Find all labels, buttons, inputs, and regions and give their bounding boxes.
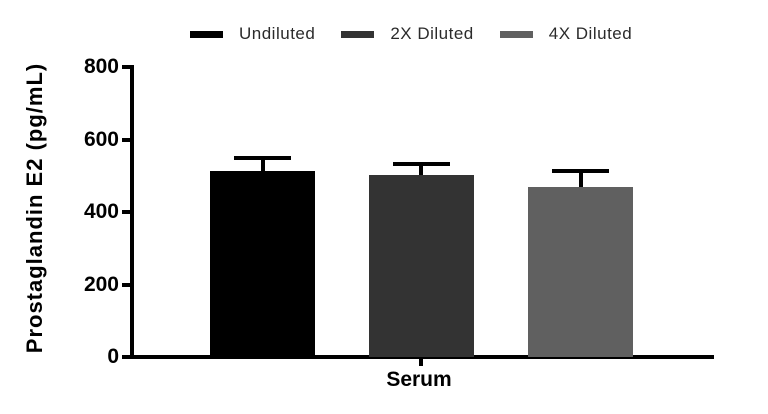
y-tick-mark [122, 65, 131, 69]
error-bar-cap-2x-diluted [392, 162, 450, 167]
error-bar-cap-4x-diluted [552, 168, 609, 173]
x-tick-mark [419, 359, 423, 366]
legend-item-4x-diluted: 4X Diluted [499, 24, 633, 44]
y-axis-line [130, 65, 134, 359]
y-tick-label: 600 [83, 127, 119, 151]
bar-undiluted [210, 171, 315, 357]
y-tick-label: 800 [83, 55, 119, 78]
legend-item-2x-diluted: 2X Diluted [341, 24, 473, 44]
legend-item-undiluted: Undiluted [190, 24, 315, 44]
legend-swatch-4x-diluted-icon [499, 30, 533, 38]
legend-swatch-undiluted-icon [190, 30, 223, 38]
bar-2x-diluted [368, 174, 474, 357]
x-category-label-serum: Serum [386, 368, 452, 391]
y-tick-label: 400 [83, 200, 119, 223]
legend-label-2x-diluted: 2X Diluted [390, 24, 474, 43]
y-tick-label: 0 [107, 345, 119, 368]
error-bar-stem-2x-diluted [419, 164, 423, 177]
y-tick-mark [122, 355, 131, 359]
error-bar-stem-undiluted [260, 157, 265, 174]
error-bar-cap-undiluted [234, 155, 291, 160]
y-tick-mark [122, 210, 131, 214]
legend-label-4x-diluted: 4X Diluted [548, 24, 633, 43]
legend: Undiluted 2X Diluted 4X Diluted [190, 24, 632, 44]
error-bar-stem-4x-diluted [578, 170, 583, 189]
x-axis-line [130, 355, 714, 359]
y-tick-label: 200 [83, 272, 119, 296]
legend-swatch-2x-diluted-icon [341, 30, 375, 38]
y-tick-mark [122, 137, 131, 142]
bar-4x-diluted [528, 186, 633, 357]
legend-label-undiluted: Undiluted [239, 24, 316, 43]
y-tick-mark [122, 282, 131, 287]
